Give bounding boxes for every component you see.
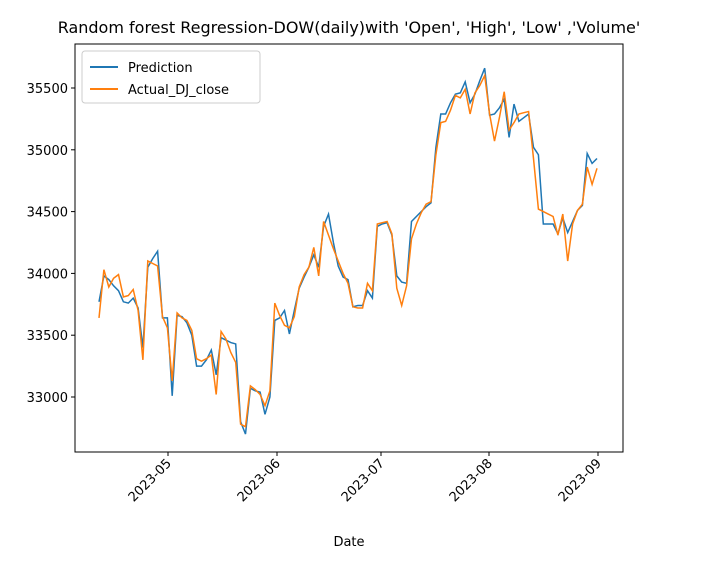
x-tick-label: 2023-09: [556, 456, 605, 505]
legend-box: [81, 50, 261, 104]
y-tick-label: 35500: [27, 82, 68, 97]
chart-title: Random forest Regression-DOW(daily)with …: [58, 18, 641, 37]
x-tick-label: 2023-07: [339, 456, 388, 505]
legend-label: Actual_DJ_close: [128, 83, 229, 98]
legend-label: Prediction: [128, 61, 193, 76]
series-line: [98, 67, 598, 435]
x-tick-label: 2023-05: [126, 456, 175, 505]
x-tick-label: 2023-08: [447, 456, 496, 505]
x-axis-label: Date: [333, 535, 364, 550]
y-tick-label: 34000: [27, 267, 68, 282]
series-line: [98, 73, 598, 428]
y-tick-label: 35000: [27, 144, 68, 159]
y-tick-label: 33000: [27, 391, 68, 406]
y-tick-label: 34500: [27, 206, 68, 221]
plot-frame: [74, 43, 624, 453]
x-tick-label: 2023-06: [235, 456, 284, 505]
y-tick-label: 33500: [27, 329, 68, 344]
